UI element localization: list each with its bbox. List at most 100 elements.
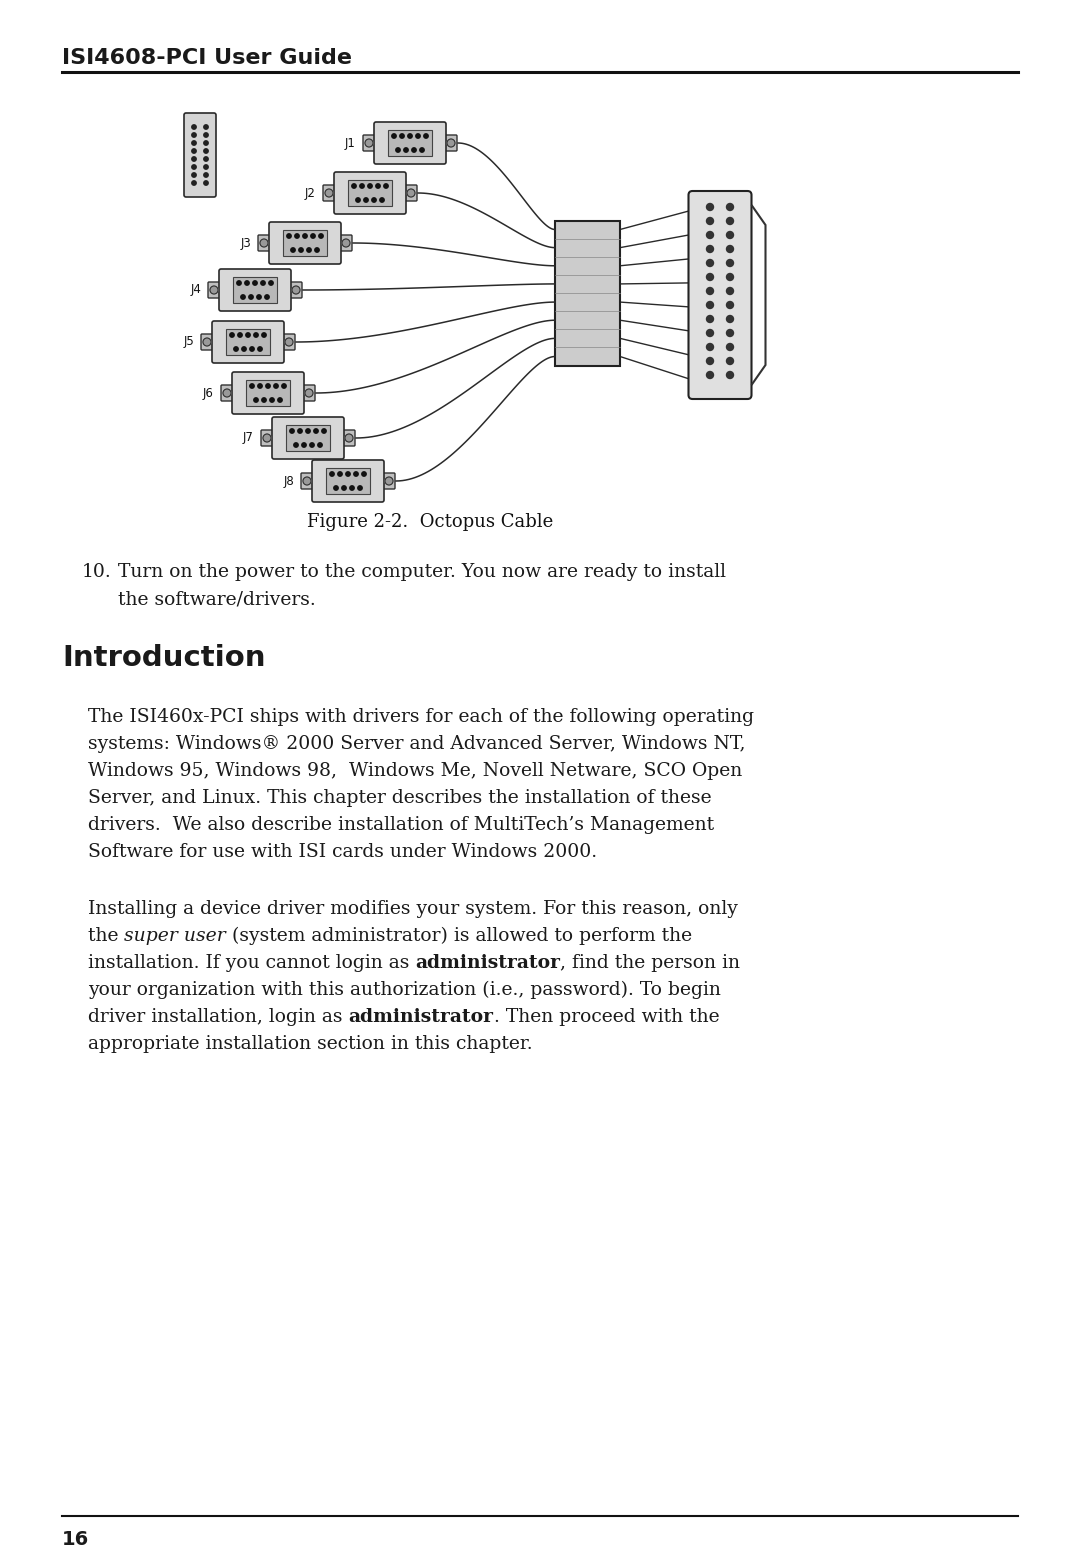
Circle shape (706, 203, 714, 211)
Circle shape (274, 384, 279, 388)
Circle shape (258, 384, 262, 388)
FancyBboxPatch shape (219, 269, 291, 311)
Circle shape (242, 346, 246, 351)
FancyBboxPatch shape (301, 474, 313, 489)
Text: J3: J3 (240, 236, 251, 250)
Circle shape (285, 339, 293, 346)
Text: appropriate installation section in this chapter.: appropriate installation section in this… (87, 1034, 532, 1053)
Circle shape (346, 472, 350, 477)
Circle shape (314, 248, 320, 252)
Text: . Then proceed with the: . Then proceed with the (494, 1008, 719, 1027)
Text: super user: super user (124, 927, 226, 944)
FancyBboxPatch shape (221, 385, 233, 401)
Circle shape (362, 472, 366, 477)
Circle shape (706, 315, 714, 323)
FancyBboxPatch shape (303, 385, 315, 401)
Text: Introduction: Introduction (62, 644, 266, 672)
Text: drivers.  We also describe installation of MultiTech’s Management: drivers. We also describe installation o… (87, 815, 714, 834)
Circle shape (298, 429, 302, 433)
FancyBboxPatch shape (246, 379, 291, 407)
Circle shape (364, 197, 368, 202)
Circle shape (727, 357, 733, 365)
Text: driver installation, login as: driver installation, login as (87, 1008, 349, 1027)
Circle shape (334, 486, 338, 491)
Circle shape (249, 384, 254, 388)
Circle shape (706, 231, 714, 239)
FancyBboxPatch shape (363, 135, 375, 151)
Circle shape (341, 486, 347, 491)
Circle shape (355, 197, 361, 202)
FancyBboxPatch shape (258, 235, 270, 252)
Circle shape (203, 339, 211, 346)
Circle shape (192, 134, 197, 137)
Circle shape (306, 429, 310, 433)
Circle shape (192, 172, 197, 177)
Circle shape (727, 231, 733, 239)
Circle shape (222, 388, 231, 398)
Text: 10.: 10. (82, 564, 111, 581)
Circle shape (395, 148, 401, 152)
Circle shape (204, 124, 208, 129)
FancyBboxPatch shape (383, 474, 395, 489)
Circle shape (282, 384, 286, 388)
FancyBboxPatch shape (212, 321, 284, 363)
Circle shape (372, 197, 376, 202)
FancyBboxPatch shape (312, 460, 384, 502)
Circle shape (350, 486, 354, 491)
Circle shape (706, 301, 714, 309)
Text: ISI4608-PCI User Guide: ISI4608-PCI User Guide (62, 48, 352, 68)
FancyBboxPatch shape (348, 180, 392, 207)
FancyBboxPatch shape (184, 113, 216, 197)
FancyBboxPatch shape (445, 135, 457, 151)
Circle shape (706, 343, 714, 351)
Circle shape (706, 371, 714, 379)
Circle shape (727, 203, 733, 211)
Text: The ISI460x-PCI ships with drivers for each of the following operating: The ISI460x-PCI ships with drivers for e… (87, 708, 754, 725)
Circle shape (706, 245, 714, 253)
Circle shape (192, 165, 197, 169)
Circle shape (204, 134, 208, 137)
Text: administrator: administrator (416, 954, 561, 972)
Text: your organization with this authorization (i.e., password). To begin: your organization with this authorizatio… (87, 981, 720, 999)
Circle shape (287, 235, 292, 238)
Circle shape (192, 149, 197, 154)
Circle shape (314, 429, 319, 433)
FancyBboxPatch shape (283, 334, 295, 349)
Circle shape (727, 315, 733, 323)
Circle shape (192, 141, 197, 144)
Circle shape (727, 273, 733, 281)
Circle shape (289, 429, 294, 433)
Circle shape (294, 443, 298, 447)
Circle shape (241, 295, 245, 300)
FancyBboxPatch shape (201, 334, 213, 349)
Circle shape (204, 165, 208, 169)
FancyBboxPatch shape (405, 185, 417, 200)
Circle shape (278, 398, 282, 402)
FancyBboxPatch shape (208, 283, 220, 298)
Text: the: the (87, 927, 124, 944)
Circle shape (246, 332, 251, 337)
FancyBboxPatch shape (323, 185, 335, 200)
Circle shape (727, 329, 733, 337)
Circle shape (291, 248, 295, 252)
Circle shape (392, 134, 396, 138)
Circle shape (303, 477, 311, 485)
Circle shape (319, 235, 323, 238)
Circle shape (706, 273, 714, 281)
Circle shape (318, 443, 322, 447)
Text: Figure 2-2.  Octopus Cable: Figure 2-2. Octopus Cable (307, 512, 553, 531)
Circle shape (302, 235, 307, 238)
Circle shape (311, 235, 315, 238)
Circle shape (345, 433, 353, 443)
Circle shape (210, 286, 218, 294)
Circle shape (727, 245, 733, 253)
Circle shape (261, 398, 266, 402)
FancyBboxPatch shape (555, 221, 620, 365)
FancyBboxPatch shape (343, 430, 355, 446)
FancyBboxPatch shape (689, 191, 752, 399)
Circle shape (706, 259, 714, 267)
Circle shape (253, 281, 257, 286)
Circle shape (305, 388, 313, 398)
Circle shape (310, 443, 314, 447)
FancyBboxPatch shape (340, 235, 352, 252)
